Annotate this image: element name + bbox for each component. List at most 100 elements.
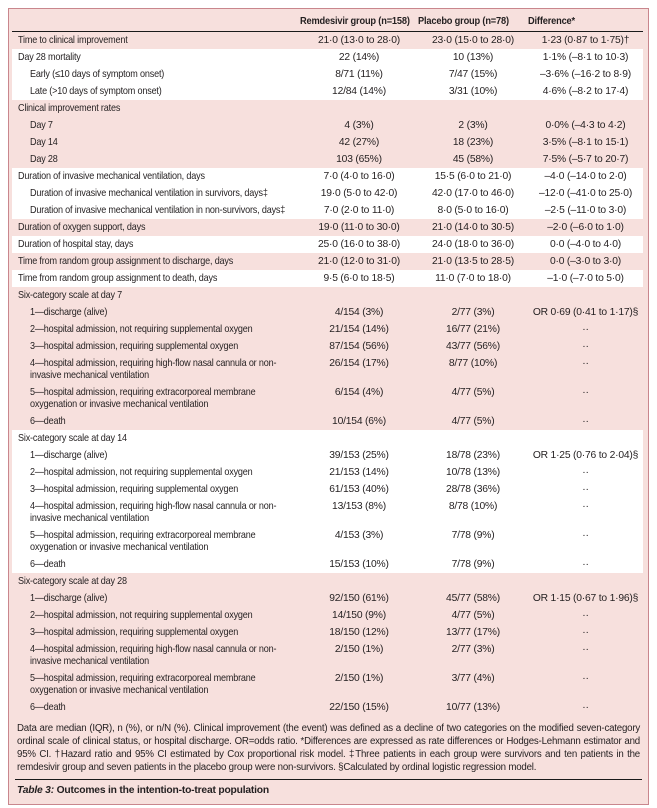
caption-table-number: Table 3: [17,785,54,796]
remdesivir-value: 15/153 (10%) [300,556,418,573]
placebo-value: 43/77 (56%) [446,340,500,352]
table-row: 4—hospital admission, requiring high-flo… [12,355,643,384]
table-row: Duration of invasive mechanical ventilat… [12,202,643,219]
table-row: 4—hospital admission, requiring high-flo… [12,641,643,670]
placebo-value: 2/77 (3%) [451,306,495,318]
remdesivir-value: 21·0 (13·0 to 28·0) [317,34,401,46]
remdesivir-value: 61/153 (40%) [300,481,418,498]
difference-value: –2·5 (–11·0 to 3·0) [528,202,643,219]
row-label: Six-category scale at day 28 [18,575,127,587]
difference-value [528,573,643,590]
table-row: 5—hospital admission, requiring extracor… [12,670,643,699]
difference-value: 0·0% (–4·3 to 4·2) [545,119,626,131]
placebo-column-header: Placebo group (n=78) [418,9,528,32]
difference-value: 3·5% (–8·1 to 15·1) [542,136,629,148]
table-row: 3—hospital admission, requiring suppleme… [12,338,643,355]
remdesivir-value: 19·0 (5·0 to 42·0) [300,185,418,202]
difference-value: –12·0 (–41·0 to 25·0) [528,185,643,202]
remdesivir-value [300,287,418,304]
row-label: 3—hospital admission, requiring suppleme… [30,626,239,638]
outcomes-table: Remdesivir group (n=158) Placebo group (… [8,8,649,805]
remdesivir-value: 7·0 (2·0 to 11·0) [300,202,418,219]
difference-value: ·· [582,323,589,335]
difference-value: OR 1·15 (0·67 to 1·96)§ [532,592,639,604]
row-label: 5—hospital admission, requiring extracor… [30,672,256,696]
remdesivir-value: 21·0 (12·0 to 31·0) [317,255,401,267]
remdesivir-column-header: Remdesivir group (n=158) [300,9,418,32]
row-label: 4—hospital admission, requiring high-flo… [30,643,277,667]
row-label: Duration of invasive mechanical ventilat… [12,202,300,219]
placebo-value: 45/77 (58%) [446,592,500,604]
remdesivir-value: 10/154 (6%) [332,415,386,427]
row-label: 2—hospital admission, not requiring supp… [30,323,253,335]
placebo-value: 7/78 (9%) [418,527,528,556]
table-row: 5—hospital admission, requiring extracor… [12,527,643,556]
placebo-value: 8·0 (5·0 to 16·0) [418,202,528,219]
table-row: Duration of invasive mechanical ventilat… [12,168,643,185]
table-row: Time from random group assignment to dis… [12,253,643,270]
difference-value: ·· [582,701,589,713]
placebo-value: 21·0 (14·0 to 30·5) [431,221,515,233]
table-row: Day 28 mortality 22 (14%) 10 (13%) 1·1% (–8… [12,49,643,66]
row-label: 1—discharge (alive) [30,306,108,318]
table-row: 6—death 15/153 (10%) 7/78 (9%) ·· [12,556,643,573]
table-row: 1—discharge (alive) 4/154 (3%) 2/77 (3%) OR… [12,304,643,321]
placebo-value: 23·0 (15·0 to 28·0) [431,34,515,46]
difference-value: OR 0·69 (0·41 to 1·17)§ [532,306,639,318]
placebo-value: 42·0 (17·0 to 46·0) [418,185,528,202]
difference-value: –3·6% (–16·2 to 8·9) [528,66,643,83]
table-row: 3—hospital admission, requiring suppleme… [12,481,643,498]
remdesivir-value: 21/154 (14%) [329,323,389,335]
data-table: Remdesivir group (n=158) Placebo group (… [12,9,643,716]
placebo-value: 24·0 (18·0 to 36·0) [418,236,528,253]
section-header-row: Six-category scale at day 7 [12,287,643,304]
difference-value: 4·6% (–8·2 to 17·4) [528,83,643,100]
placebo-value: 3/31 (10%) [418,83,528,100]
difference-value: 0·0 (–4·0 to 4·0) [528,236,643,253]
placebo-value [418,287,528,304]
row-label: Day 28 [30,153,58,165]
row-label: 1—discharge (alive) [30,592,108,604]
placebo-value: 28/78 (36%) [418,481,528,498]
placebo-value: 4/77 (5%) [451,415,495,427]
row-label: Duration of hospital stay, days [12,236,300,253]
difference-value [528,287,643,304]
difference-value: 7·5% (–5·7 to 20·7) [542,153,629,165]
remdesivir-value: 19·0 (11·0 to 30·0) [318,221,400,233]
difference-value: ·· [528,527,643,556]
table-row: 2—hospital admission, not requiring supp… [12,321,643,338]
remdesivir-value: 7·0 (4·0 to 16·0) [300,168,418,185]
difference-value: ·· [582,415,589,427]
placebo-value: 11·0 (7·0 to 18·0) [418,270,528,287]
difference-value: 1·1% (–8·1 to 10·3) [528,49,643,66]
table-row: Duration of oxygen support, days 19·0 (11… [12,219,643,236]
row-label: Duration of invasive mechanical ventilat… [12,168,300,185]
placebo-value: 21·0 (13·5 to 28·5) [431,255,515,267]
table-row: Day 14 42 (27%) 18 (23%) 3·5% (–8·1 to 15·1… [12,134,643,151]
remdesivir-value: 22 (14%) [300,49,418,66]
row-label: 2—hospital admission, not requiring supp… [30,609,253,621]
remdesivir-value: 18/150 (12%) [329,626,389,638]
placebo-value: 3/77 (4%) [451,672,495,684]
row-label: 6—death [12,556,300,573]
table-footnote: Data are median (IQR), n (%), or n/N (%)… [17,723,640,773]
remdesivir-value: 87/154 (56%) [329,340,389,352]
remdesivir-value: 14/150 (9%) [332,609,386,621]
difference-value: 1·23 (0·87 to 1·75)† [541,34,630,46]
table-row: 2—hospital admission, not requiring supp… [12,607,643,624]
table-row: Early (≤10 days of symptom onset) 8/71 (1… [12,66,643,83]
placebo-value: 10/77 (13%) [446,701,500,713]
row-label: 4—hospital admission, requiring high-flo… [12,498,300,527]
table-row: 2—hospital admission, not requiring supp… [12,464,643,481]
table-row: Duration of hospital stay, days 25·0 (16·… [12,236,643,253]
table-row: Day 28 103 (65%) 45 (58%) 7·5% (–5·7 to 20·… [12,151,643,168]
row-label: Six-category scale at day 14 [12,430,300,447]
row-label: Day 7 [30,119,53,131]
row-label: Clinical improvement rates [18,102,121,114]
remdesivir-value [300,100,418,117]
difference-value: 0·0 (–3·0 to 3·0) [549,255,621,267]
table-row: 3—hospital admission, requiring suppleme… [12,624,643,641]
row-label: Day 28 mortality [12,49,300,66]
row-label: Early (≤10 days of symptom onset) [12,66,300,83]
difference-value: –1·0 (–7·0 to 5·0) [528,270,643,287]
